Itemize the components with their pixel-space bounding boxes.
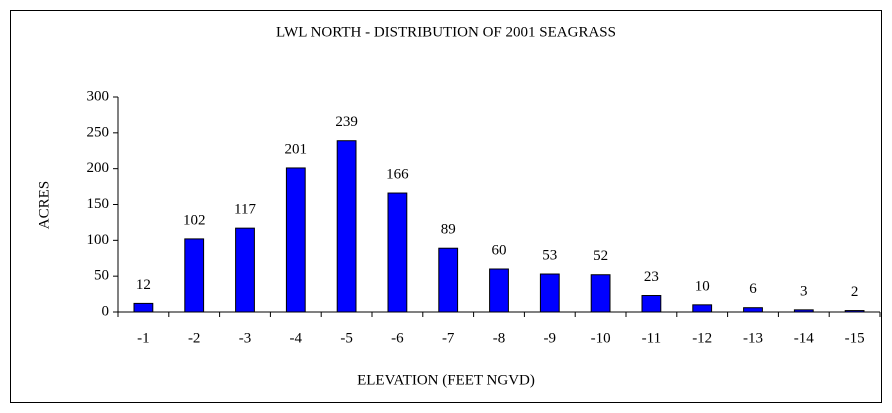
x-tick-label: -6 [391,330,404,346]
x-tick-label: -12 [692,330,712,346]
data-label: 60 [492,242,507,258]
bar [692,304,713,313]
data-label: 89 [441,222,456,238]
bar [793,309,814,313]
data-label: 10 [695,278,710,294]
chart-border [10,10,882,403]
y-tick-label: 150 [87,196,110,212]
data-label: 166 [386,166,409,182]
bar [184,238,205,313]
data-label: 239 [335,114,358,130]
y-tick-label: 50 [94,268,109,284]
bar [844,310,865,313]
bar [641,295,662,313]
bar [285,167,306,313]
x-tick-label: -9 [544,330,557,346]
x-tick-label: -8 [493,330,506,346]
x-tick-label: -7 [442,330,455,346]
y-tick-label: 100 [87,232,110,248]
y-tick-label: 200 [87,160,110,176]
data-label: 23 [644,269,659,285]
data-label: 2 [851,284,859,300]
y-axis-label: ACRES [36,181,52,229]
data-label: 53 [542,247,557,263]
data-label: 6 [749,281,757,297]
data-label: 52 [593,248,608,264]
data-label: 3 [800,283,808,299]
data-label: 201 [285,141,308,157]
bar [743,307,763,313]
bar [336,140,357,313]
data-label: 12 [136,277,151,293]
x-tick-label: -10 [591,330,611,346]
data-label: 117 [234,202,256,218]
x-tick-label: -4 [290,330,303,346]
x-tick-label: -14 [794,330,814,346]
x-tick-label: -1 [137,330,150,346]
data-label: 102 [183,212,206,228]
x-tick-label: -15 [845,330,865,346]
x-tick-label: -13 [743,330,763,346]
bar [235,227,255,313]
chart-title: LWL NORTH - DISTRIBUTION OF 2001 SEAGRAS… [276,24,616,40]
y-tick-label: 250 [87,124,110,140]
bar [387,192,408,313]
x-tick-label: -5 [340,330,353,346]
x-tick-label: -11 [642,330,661,346]
bar [539,273,560,313]
x-tick-label: -3 [239,330,252,346]
bar [438,247,459,313]
bar [590,274,611,313]
bar [489,268,509,313]
bar [133,302,154,313]
x-axis-label: ELEVATION (FEET NGVD) [357,372,535,388]
x-tick-label: -2 [188,330,201,346]
y-tick-label: 300 [87,88,110,104]
y-tick-label: 0 [102,303,110,319]
